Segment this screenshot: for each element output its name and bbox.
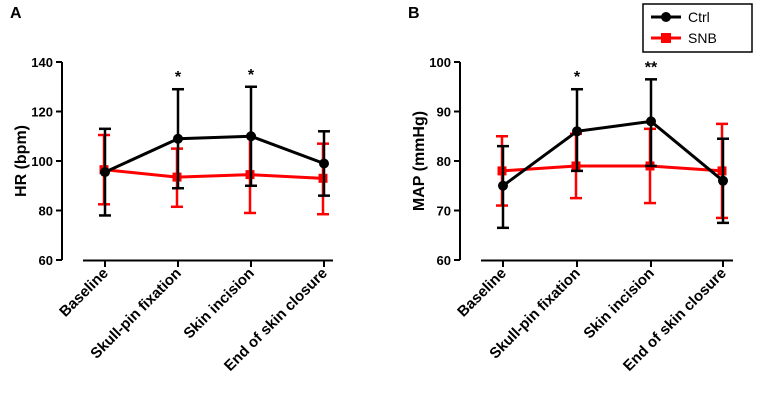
series-snb [496, 122, 728, 220]
significance-marker: * [574, 69, 581, 86]
x-category-label: Skin incision [580, 265, 657, 342]
series-line [103, 168, 324, 180]
x-category-label: Skin incision [180, 265, 257, 342]
y-tick-label: 80 [39, 204, 53, 219]
significance-marker: * [248, 67, 255, 84]
legend: Ctrl SNB [642, 3, 753, 53]
y-tick-label: 100 [429, 55, 451, 70]
data-point [718, 175, 728, 186]
legend-ctrl-label: Ctrl [688, 9, 710, 25]
series-line [104, 134, 325, 174]
panel-label: B [408, 5, 420, 22]
y-tick-label: 100 [31, 154, 53, 169]
y-tick-label: 60 [39, 253, 53, 268]
panel-label: A [10, 5, 22, 22]
significance-marker: * [175, 69, 182, 86]
y-tick-label: 140 [31, 55, 53, 70]
legend-snb-label: SNB [688, 30, 717, 46]
series-line [501, 164, 723, 173]
series-snb [98, 133, 329, 216]
data-point [319, 158, 329, 169]
x-category-label: Baseline [56, 265, 112, 321]
significance-marker: ** [645, 59, 658, 76]
y-tick-label: 90 [437, 105, 451, 120]
legend-ctrl-marker [661, 12, 671, 22]
legend-box [642, 3, 753, 53]
y-axis-title: HR (bpm) [13, 125, 30, 197]
data-point [646, 116, 656, 127]
series-ctrl [99, 85, 330, 217]
data-point [572, 126, 582, 137]
series-ctrl [497, 78, 729, 230]
x-category-label: Baseline [454, 265, 510, 321]
data-point [173, 133, 183, 144]
series-line [502, 119, 724, 187]
legend-snb-marker [661, 33, 671, 43]
data-point [498, 180, 508, 191]
y-tick-label: 80 [437, 154, 451, 169]
y-tick-label: 60 [437, 253, 451, 268]
y-tick-label: 70 [437, 204, 451, 219]
y-axis-title: MAP (mmHg) [411, 111, 428, 211]
data-point [100, 167, 110, 178]
y-tick-label: 120 [31, 105, 53, 120]
data-point [246, 131, 256, 142]
